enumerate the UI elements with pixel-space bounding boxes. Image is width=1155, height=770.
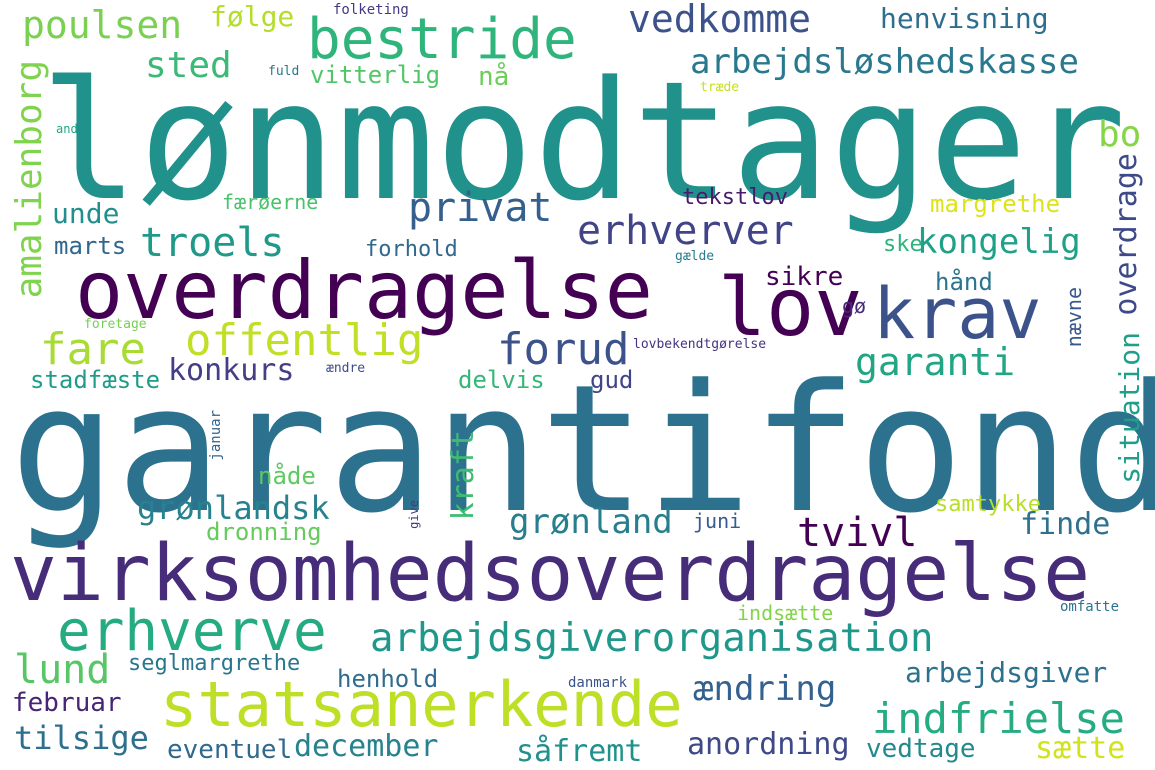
word: danmark <box>568 675 628 691</box>
word: offentlig <box>185 315 424 366</box>
word: lovbekendtgørelse <box>633 337 767 352</box>
word: forud <box>497 324 630 375</box>
word: ske <box>883 232 923 257</box>
word: forhold <box>365 237 458 262</box>
word: privat <box>408 185 553 231</box>
word: tekstlov <box>682 185 788 210</box>
word: overdrage <box>1109 153 1144 316</box>
word: arbejdsgiverorganisation <box>370 616 934 661</box>
word: fuld <box>268 64 300 79</box>
word: and <box>56 122 78 136</box>
word: indfrielse <box>872 694 1125 743</box>
word: garantifond <box>10 347 1155 552</box>
word: såfremt <box>516 734 643 769</box>
word: foretage <box>84 317 147 332</box>
word: unde <box>52 197 120 230</box>
word: arbejdsløshedskasse <box>690 42 1079 82</box>
word: poulsen <box>22 3 183 47</box>
word: konkurs <box>168 353 295 388</box>
word: kraft <box>446 430 481 521</box>
word: træde <box>700 80 740 95</box>
word: vitterlig <box>310 61 441 89</box>
word: kongelig <box>917 222 1081 262</box>
word: samtykke <box>935 492 1041 517</box>
word: lund <box>14 647 111 693</box>
word: krav <box>873 273 1042 355</box>
word: sikre <box>765 262 844 292</box>
word: lov <box>718 261 863 354</box>
word: delvis <box>458 366 545 394</box>
word: garanti <box>855 340 1016 384</box>
word: gud <box>590 366 634 394</box>
word: virksomhedsoverdragelse <box>10 529 1091 619</box>
word: færøerne <box>222 190 319 214</box>
word: grønland <box>509 502 673 542</box>
word: erhverver <box>577 208 794 254</box>
word: vedkomme <box>628 0 812 41</box>
word: eventuel <box>167 735 293 765</box>
word: give <box>407 500 421 529</box>
word: ændre <box>326 361 366 376</box>
word: tilsige <box>14 719 149 757</box>
word: henvisning <box>880 2 1049 35</box>
word: ændring <box>693 669 837 709</box>
word: hånd <box>935 268 993 296</box>
word: gø <box>842 294 867 318</box>
word: troels <box>140 220 285 266</box>
word: overdragelse <box>75 244 653 337</box>
word: sted <box>145 45 232 86</box>
word: sætte <box>1035 731 1126 766</box>
word: bestride <box>307 7 577 72</box>
word: følge <box>210 0 295 33</box>
word: nævne <box>1062 287 1086 348</box>
word: erhverve <box>57 599 327 664</box>
word: grønlandsk <box>137 489 330 527</box>
word: arbejdsgiver <box>905 656 1108 689</box>
word: bo <box>1098 114 1142 155</box>
word: seglmargrethe <box>128 651 301 676</box>
word: gælde <box>675 249 715 264</box>
word: anordning <box>687 727 850 762</box>
word: omfatte <box>1060 599 1120 615</box>
word: henhold <box>337 665 439 693</box>
word: dronning <box>206 518 322 546</box>
word: lønmodtager <box>40 46 1127 237</box>
word: indsætte <box>737 601 834 625</box>
word: februar <box>12 688 122 718</box>
word: amalienborg <box>9 60 50 299</box>
word: stadfæste <box>30 366 161 394</box>
word: fare <box>40 324 146 375</box>
word: januar <box>208 410 224 461</box>
word: finde <box>1020 507 1111 542</box>
word: juni <box>693 509 742 533</box>
word: vedtage <box>866 734 976 764</box>
word: statsanerkende <box>160 668 683 741</box>
word: folketing <box>333 2 409 18</box>
word: tvivl <box>797 510 918 556</box>
word: situation <box>1113 332 1146 484</box>
word: nåde <box>258 462 316 490</box>
word: margrethe <box>930 190 1061 218</box>
word: marts <box>54 232 127 260</box>
word: nå <box>478 62 510 92</box>
word: december <box>294 729 439 764</box>
